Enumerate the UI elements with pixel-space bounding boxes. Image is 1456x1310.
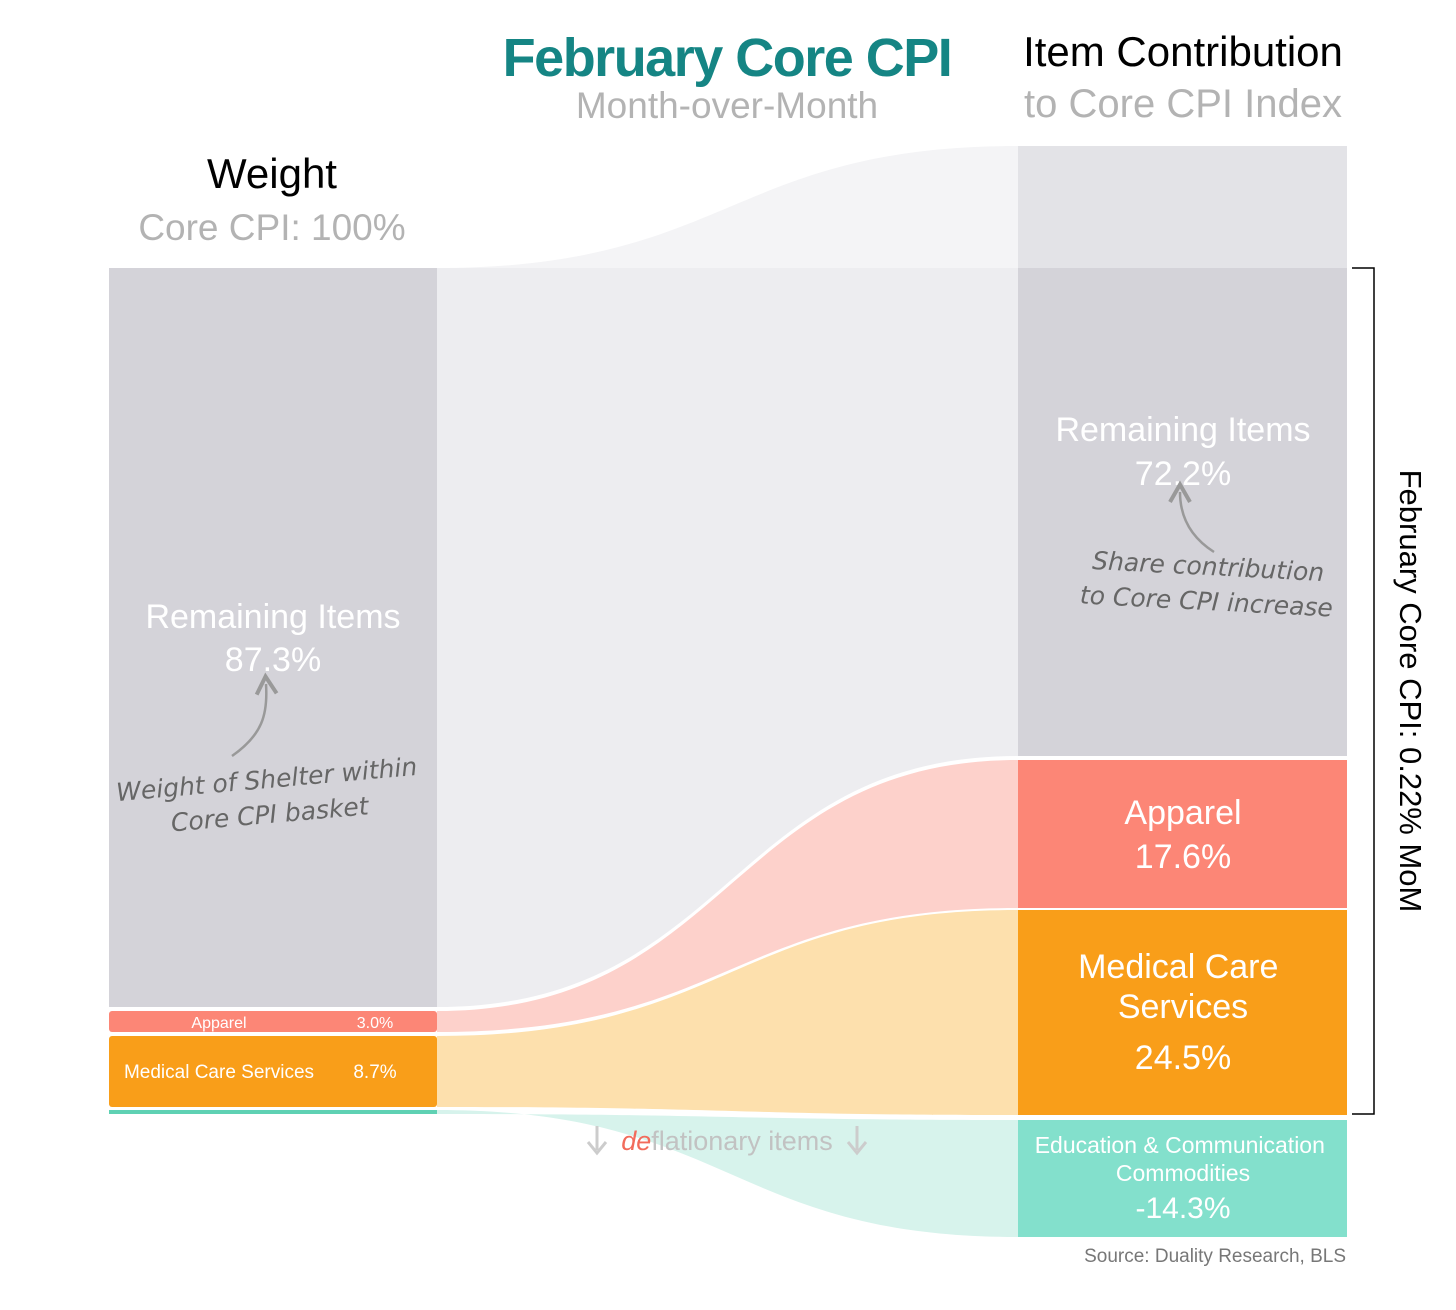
- right-label-medical-care-line-2: Services: [1118, 988, 1248, 1026]
- left-note-arrow: [231, 672, 279, 758]
- right-value-apparel: 17.6%: [1135, 838, 1231, 876]
- left-bar-apparel: [109, 1011, 437, 1032]
- source-note: Source: Duality Research, BLS: [1084, 1246, 1346, 1267]
- left-bar-education-communication: [109, 1110, 437, 1114]
- flow-top-remaining: [437, 146, 1018, 268]
- right-value-education-communication: -14.3%: [1135, 1192, 1230, 1225]
- left-column-subtitle: Core CPI: 100%: [138, 207, 405, 248]
- right-note-arrow: [1168, 480, 1215, 554]
- left-bar-remaining-items: [109, 268, 437, 1007]
- deflationary-down-arrow-left-icon: [586, 1126, 608, 1156]
- flow-remaining-items: [437, 268, 1018, 1007]
- right-label-apparel: Apparel: [1124, 794, 1241, 832]
- flow-education-communication: [437, 1110, 1018, 1237]
- deflationary-prefix: de: [621, 1126, 651, 1156]
- left-value-remaining-items: 87.3%: [225, 641, 321, 679]
- flow-apparel: [437, 760, 1018, 1032]
- left-label-medical-care: Medical Care Services: [124, 1062, 314, 1083]
- chart-subtitle: Month-over-Month: [576, 85, 878, 126]
- left-value-medical-care: 8.7%: [353, 1062, 396, 1083]
- left-value-apparel: 3.0%: [357, 1015, 393, 1032]
- left-bar-medical-care: [109, 1036, 437, 1107]
- right-bar-education-communication: [1018, 1120, 1347, 1237]
- right-bar-top-filler: [1018, 146, 1347, 268]
- right-label-education-communication: Education & Communication Commodities: [1035, 1132, 1332, 1186]
- left-label-remaining-items: Remaining Items: [145, 598, 400, 636]
- left-label-apparel: Apparel: [191, 1015, 246, 1032]
- right-label-education-line-2: Commodities: [1116, 1160, 1250, 1186]
- right-column-subtitle: to Core CPI Index: [1024, 82, 1342, 126]
- right-label-medical-care-line-1: Medical Care: [1078, 948, 1278, 986]
- deflationary-suffix: flationary items: [651, 1126, 833, 1156]
- right-bar-medical-care: [1018, 910, 1347, 1115]
- flow-medical-care: [437, 910, 1018, 1115]
- right-value-medical-care: 24.5%: [1135, 1039, 1231, 1077]
- right-bar-apparel: [1018, 760, 1347, 908]
- chart-title: February Core CPI: [503, 28, 952, 88]
- right-label-education-line-1: Education & Communication: [1035, 1132, 1325, 1158]
- bracket-label: February Core CPI: 0.22% MoM: [1393, 470, 1428, 913]
- right-value-remaining-items: 72.2%: [1135, 455, 1231, 493]
- right-column-title: Item Contribution: [1023, 28, 1343, 75]
- deflationary-label: deflationary items: [621, 1126, 833, 1156]
- deflationary-down-arrow-right-icon: [846, 1126, 868, 1156]
- left-column-title: Weight: [207, 150, 337, 197]
- right-label-medical-care: Medical Care Services: [1078, 948, 1288, 1026]
- right-label-remaining-items: Remaining Items: [1055, 411, 1310, 449]
- cpi-bracket: [1352, 267, 1375, 1115]
